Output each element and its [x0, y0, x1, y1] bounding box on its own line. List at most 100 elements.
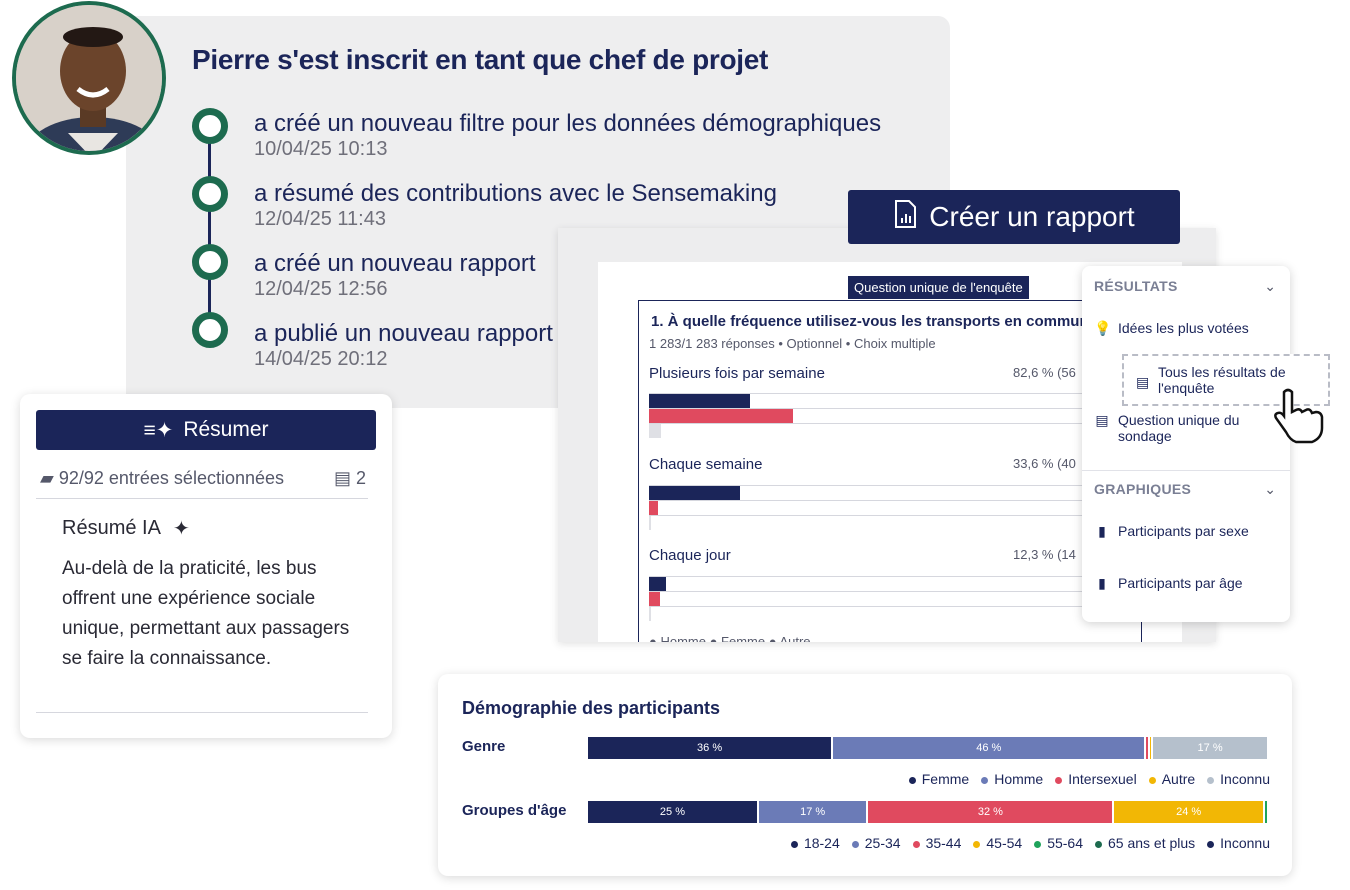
legend-label: 65 ans et plus [1108, 835, 1196, 851]
timeline-dot [192, 176, 228, 212]
option-percent: 12,3 % (14 [1013, 547, 1076, 562]
menu-item-all-results[interactable]: ▤ Tous les résultats de l'enquête [1122, 354, 1330, 406]
legend-label: 18-24 [803, 835, 840, 851]
legend-item: Autre [1148, 771, 1196, 787]
event-date: 14/04/25 20:12 [254, 348, 388, 370]
legend-dot [1207, 776, 1215, 784]
legend-label: Femme [921, 771, 970, 787]
legend-item: Femme [908, 771, 970, 787]
legend-dot [1148, 776, 1156, 784]
timeline-line [208, 128, 211, 328]
menu-item-age-chart[interactable]: ▮ Participants par âge [1094, 575, 1243, 592]
legend-label: 35-44 [925, 835, 962, 851]
pointer-cursor-icon [1270, 386, 1330, 451]
age-legend: 18-24 25-34 35-44 45-54 55-64 65 ans et plus I… [790, 835, 1270, 851]
segment-45-54: 24 % [1114, 801, 1265, 823]
legend-dot [790, 840, 798, 848]
legend-dot [1034, 840, 1042, 848]
option-label: Chaque semaine [649, 456, 763, 473]
legend-dot [981, 776, 989, 784]
section-charts: GRAPHIQUES [1094, 481, 1192, 497]
comment-icon: ▰ [40, 468, 59, 488]
bar-row [649, 576, 1129, 591]
event-date: 12/04/25 12:56 [254, 278, 388, 300]
menu-divider [1082, 470, 1290, 471]
activity-title: Pierre s'est inscrit en tant que chef de… [192, 44, 769, 75]
results-menu: RÉSULTATS ⌄ 💡 Idées les plus votées ▤ Qu… [1082, 266, 1290, 622]
legend-dot [908, 776, 916, 784]
legend-label: Autre [1161, 771, 1196, 787]
bar-row [649, 500, 1129, 515]
report-icon [893, 199, 917, 235]
gender-legend: Femme Homme Intersexuel Autre Inconnu [908, 771, 1270, 787]
ai-summary-title: Résumé IA ✦ [62, 516, 190, 541]
divider [36, 712, 368, 713]
legend-item: 65 ans et plus [1095, 835, 1195, 851]
event-date: 12/04/25 11:43 [254, 208, 386, 230]
menu-item-gender-chart[interactable]: ▮ Participants par sexe [1094, 523, 1249, 540]
menu-item-label: Tous les résultats de l'enquête [1158, 364, 1286, 396]
age-stacked-bar: 25 % 17 % 32 % 24 % [588, 801, 1269, 823]
divider [36, 498, 368, 499]
segment-femme: 36 % [588, 737, 834, 759]
create-report-button[interactable]: Créer un rapport [848, 190, 1180, 244]
legend-item: 25-34 [851, 835, 901, 851]
ai-summary-label: Résumé IA [62, 517, 161, 539]
segment-25-34: 17 % [758, 801, 869, 823]
bar-row [649, 393, 1129, 408]
legend-item: 55-64 [1034, 835, 1083, 851]
sparkle-icon: ✦ [172, 518, 190, 540]
event-text: a résumé des contributions avec le Sense… [254, 180, 777, 207]
segment-autre [1149, 737, 1154, 759]
event-text: a publié un nouveau rapport [254, 320, 553, 347]
legend-label: 25-34 [864, 835, 901, 851]
timeline-dot [192, 312, 228, 348]
menu-item-top-ideas[interactable]: 💡 Idées les plus votées [1094, 320, 1249, 337]
bar-row [649, 606, 1129, 621]
legend-label: 55-64 [1047, 835, 1083, 851]
menu-item-single-question[interactable]: ▤ Question unique du sondage [1094, 412, 1284, 444]
demographics-title: Démographie des participants [462, 698, 721, 718]
question-title: 1. À quelle fréquence utilisez-vous les … [651, 313, 1102, 330]
bar-autre [649, 424, 661, 438]
bar-row [649, 591, 1129, 606]
segment-inconnu: 17 % [1153, 737, 1269, 759]
legend-item: Homme [981, 771, 1043, 787]
bar-autre [649, 607, 651, 621]
legend-item: Inconnu [1207, 771, 1270, 787]
legend-label: Inconnu [1220, 835, 1270, 851]
clipboard-icon: ▤ [1095, 412, 1109, 428]
timeline-dot [192, 244, 228, 280]
list-count: ▤ 2 [334, 468, 366, 489]
bar-femme [649, 592, 660, 606]
timeline-dot [192, 108, 228, 144]
legend-item: 45-54 [973, 835, 1022, 851]
bar-homme [649, 577, 666, 591]
bar-autre [649, 516, 652, 530]
menu-item-label: Participants par âge [1118, 575, 1243, 591]
legend-dot [973, 840, 981, 848]
option-label: Plusieurs fois par semaine [649, 365, 825, 382]
gender-stacked-bar: 36 % 46 % 17 % [588, 737, 1269, 759]
bar-femme [649, 501, 658, 515]
option-percent: 82,6 % (56 [1013, 365, 1076, 380]
question-meta: 1 283/1 283 réponses • Optionnel • Choix… [649, 336, 936, 351]
bar-row [649, 408, 1129, 423]
chevron-down-icon[interactable]: ⌄ [1264, 278, 1276, 294]
summarize-button[interactable]: ≡✦ Résumer [36, 410, 376, 450]
bar-chart-icon: ▮ [1098, 523, 1106, 539]
legend-item: 35-44 [912, 835, 962, 851]
option-label: Chaque jour [649, 547, 731, 564]
summarize-label: Résumer [183, 418, 269, 441]
menu-item-label: Question unique du sondage [1118, 412, 1240, 444]
legend-dot [851, 840, 859, 848]
bar-chart-icon: ▮ [1098, 575, 1106, 591]
selection-row: ▰ 92/92 entrées sélectionnées ▤ 2 [40, 468, 366, 489]
menu-item-label: Participants par sexe [1118, 523, 1249, 539]
clipboard-icon: ▤ [1136, 374, 1150, 390]
segment-35-44: 32 % [868, 801, 1115, 823]
chevron-down-icon[interactable]: ⌄ [1264, 481, 1276, 497]
create-report-label: Créer un rapport [929, 201, 1135, 232]
segment-18-24: 25 % [588, 801, 759, 823]
legend-dot [1095, 840, 1102, 848]
